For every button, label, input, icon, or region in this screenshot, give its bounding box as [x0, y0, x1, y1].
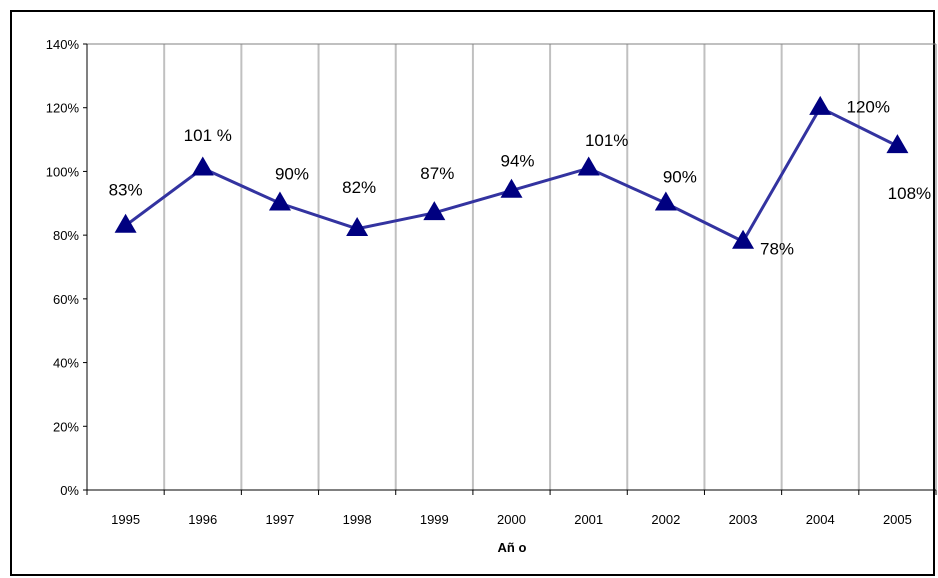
- data-labels: 83% 101 % 90% 82% 87% 94% 101% 90% 78% 120% 108%: [109, 98, 932, 259]
- y-tick-label: 100%: [46, 164, 80, 179]
- x-axis-title: Añ o: [498, 540, 527, 555]
- data-label: 108%: [888, 184, 931, 203]
- data-point-marker: [732, 229, 755, 249]
- data-label: 78%: [760, 240, 794, 259]
- data-label: 101 %: [184, 126, 232, 145]
- y-tick-label: 120%: [46, 101, 80, 116]
- x-tick-label: 2005: [883, 512, 912, 527]
- data-label: 87%: [420, 164, 454, 183]
- data-label: 90%: [275, 164, 309, 183]
- data-point-marker: [423, 201, 446, 221]
- data-point-marker: [346, 216, 369, 236]
- x-tick-label: 1996: [188, 512, 217, 527]
- series-line: [114, 95, 909, 249]
- data-label: 82%: [342, 178, 376, 197]
- data-point-marker: [500, 178, 523, 198]
- y-tick-label: 80%: [53, 228, 79, 243]
- x-tick-label: 1998: [343, 512, 372, 527]
- data-label: 101%: [585, 131, 628, 150]
- x-tick-label: 2002: [651, 512, 680, 527]
- x-tick-label: 1997: [265, 512, 294, 527]
- y-tick-label: 0%: [60, 483, 79, 498]
- data-label: 83%: [109, 181, 143, 200]
- y-tick-labels: 0% 20% 40% 60% 80% 100% 120% 140%: [46, 37, 80, 498]
- x-tick-label: 2000: [497, 512, 526, 527]
- data-point-marker: [654, 191, 677, 211]
- data-label: 120%: [846, 98, 889, 117]
- data-point-marker: [886, 134, 909, 154]
- x-tick-label: 2004: [806, 512, 835, 527]
- y-tick-label: 140%: [46, 37, 80, 52]
- axes: [83, 43, 937, 495]
- x-tick-labels: 1995 1996 1997 1998 1999 2000 2001 2002 2003 2004…: [111, 512, 912, 527]
- x-tick-label: 1995: [111, 512, 140, 527]
- y-tick-label: 20%: [53, 419, 79, 434]
- gridlines: [163, 44, 937, 490]
- x-tick-label: 1999: [420, 512, 449, 527]
- y-tick-label: 40%: [53, 356, 79, 371]
- data-label: 94%: [500, 152, 534, 171]
- data-point-marker: [268, 191, 291, 211]
- y-tick-label: 60%: [53, 292, 79, 307]
- data-point-marker: [809, 95, 832, 115]
- data-point-marker: [114, 213, 137, 233]
- x-tick-label: 2001: [574, 512, 603, 527]
- data-label: 90%: [663, 167, 697, 186]
- x-tick-label: 2003: [729, 512, 758, 527]
- data-point-marker: [191, 156, 214, 176]
- data-point-marker: [577, 156, 600, 176]
